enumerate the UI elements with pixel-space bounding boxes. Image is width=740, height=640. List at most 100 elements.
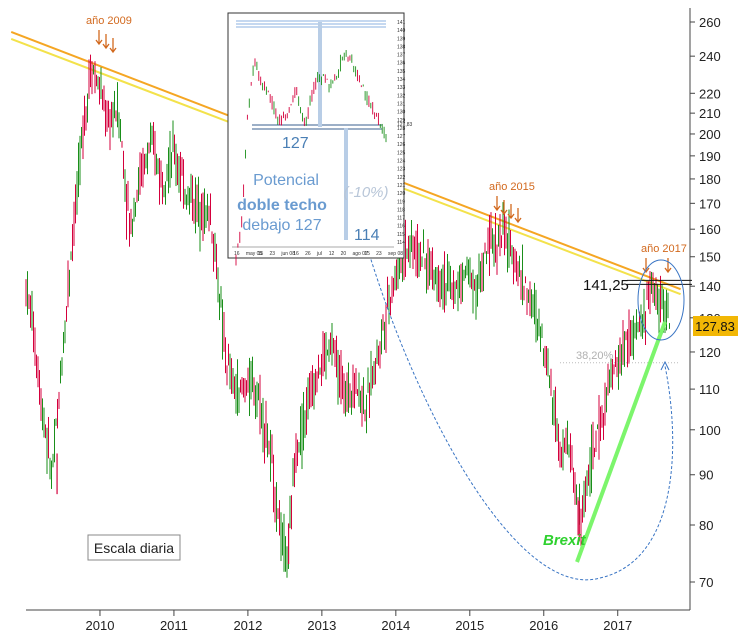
inset-x-tick-label: jul (316, 251, 322, 257)
top-arrow-icon (664, 258, 672, 274)
top-arrow-icon (507, 204, 515, 220)
y-tick-label: 170 (699, 196, 721, 211)
inset-y-tick-label: 121 (397, 183, 406, 189)
last-price-label: 127,83 (695, 319, 735, 334)
annotation-2009: año 2009 (86, 15, 132, 27)
x-tick-label: 2010 (86, 618, 115, 633)
inset-y-tick-label: 114 (397, 240, 405, 246)
projection-curve-return (599, 365, 674, 579)
inset-y-tick-label: 141 (397, 20, 406, 26)
x-tick-label: 2016 (529, 618, 558, 633)
y-tick-label: 200 (699, 127, 721, 142)
inset-y-tick-label: 128 (397, 126, 406, 132)
inset-text-debajo: debajo 127 (242, 217, 321, 234)
inset-y-tick-label: 134 (397, 77, 406, 83)
y-tick-label: 140 (699, 279, 721, 294)
inset-measure-bar (318, 22, 322, 127)
inset-target-bar (344, 128, 348, 240)
inset-y-tick-label: 115 (397, 232, 405, 238)
y-tick-label: 120 (699, 345, 721, 360)
inset-y-tick-label: 129 (397, 118, 406, 124)
inset-x-tick-label: 26 (305, 251, 311, 257)
x-tick-label: 2015 (455, 618, 484, 633)
inset-x-tick-label: may 05 (246, 251, 263, 257)
y-tick-label: 260 (699, 15, 721, 30)
inset-text-potencial: Potencial (253, 172, 319, 189)
support-line (575, 321, 667, 563)
y-tick-label: 220 (699, 86, 721, 101)
projection-curve (367, 249, 601, 581)
top-arrow-icon (514, 208, 522, 224)
y-tick-label: 190 (699, 149, 721, 164)
inset-y-tick-label: 130 (397, 110, 406, 116)
y-tick-label: 90 (699, 468, 713, 483)
top-arrow-icon (109, 38, 117, 54)
inset-y-tick-label: 118 (397, 207, 405, 213)
fib-label: 38,20% (576, 350, 614, 362)
scale-label-box (87, 534, 181, 561)
projection-arrow-icon (660, 360, 670, 371)
y-tick-label: 110 (699, 382, 720, 397)
inset-y-tick-label: 127 (397, 134, 406, 140)
inset-y-tick-label: 136 (397, 61, 406, 67)
inset-y-tick-label: 133 (397, 85, 406, 91)
inset-body: 141 140 139 138 137 136 135 134 133 132 131 130 129 1… (232, 20, 406, 266)
x-tick-label: 2017 (603, 618, 632, 633)
inset-x-tick-label: 15 (364, 251, 370, 257)
inset-y-tick-label: 131 (397, 101, 406, 107)
inset-x-tick-label: 20 (341, 251, 347, 257)
x-tick-label: 2011 (160, 618, 188, 633)
inset-x-tick-label: sep 08 (388, 251, 403, 257)
y-axis: 7080901001101201301401501601701801902002… (690, 15, 721, 590)
top-arrow-icon (500, 200, 508, 216)
inset-y-tick-label: 124 (397, 159, 406, 165)
inset-y-tick-label: 132 (397, 93, 406, 99)
y-tick-label: 160 (699, 222, 721, 237)
inset-y-tick-label: 125 (397, 150, 406, 156)
inset-x-tick-label: jun 08 (280, 251, 295, 257)
top-arrow-icon (95, 30, 103, 46)
annotation-2015: año 2015 (489, 181, 535, 193)
inset-chart: 1411401391381371361351341331321311301291… (227, 12, 413, 266)
scale-label: Escala diaria (94, 540, 174, 556)
top-2017-circle (637, 259, 685, 341)
inset-frame (227, 12, 405, 259)
inset-x-tick-label: 12 (329, 251, 335, 257)
inset-y-tick-label: 135 (397, 69, 406, 75)
inset-y-tick-label: 116 (397, 224, 405, 230)
inset-y-tick-label: 139 (397, 36, 406, 42)
inset-y-tick-label: 137 (397, 53, 406, 59)
inset-x-tick-label: 23 (376, 251, 382, 257)
x-axis: 2010 2011 2012 2013 2014 2015 2016 2017 (86, 610, 632, 633)
top-arrow-icon (493, 196, 501, 212)
y-tick-label: 240 (699, 49, 721, 64)
y-tick-label: 150 (699, 250, 721, 265)
inset-y-tick-label: 120 (397, 191, 406, 197)
inset-y-tick-label: 122 (397, 175, 406, 181)
inset-label-127: 127 (282, 135, 309, 152)
overlays-group (95, 30, 692, 581)
x-tick-label: 2013 (307, 618, 336, 633)
y-tick-label: 100 (699, 423, 721, 438)
brexit-label: Brexit (543, 532, 587, 549)
y-tick-label: 80 (699, 518, 713, 533)
annotation-2017: año 2017 (641, 243, 687, 255)
inset-x-tick-label: 15 (258, 251, 264, 257)
inset-text-doble-techo: doble techo (237, 197, 327, 214)
resistance-label: 141,25 (583, 277, 629, 294)
inset-x-tick-label: 16 (234, 251, 240, 257)
last-price-tag (693, 316, 738, 336)
y-tick-label: 180 (699, 172, 721, 187)
inset-text-pct: (-10%) (343, 184, 388, 201)
top-arrow-icon (102, 34, 110, 50)
inset-label-114: 114 (354, 227, 380, 244)
chart-frame (26, 8, 691, 611)
x-tick-label: 2012 (233, 618, 262, 633)
inset-last-tag: 127,83 (397, 122, 413, 128)
y-tick-label: 210 (699, 106, 721, 121)
inset-x-tick-label: ago 07 (352, 251, 368, 257)
x-tick-label: 2014 (381, 618, 410, 633)
inset-x-tick-label: 23 (270, 251, 276, 257)
inset-y-tick-label: 126 (397, 142, 406, 148)
